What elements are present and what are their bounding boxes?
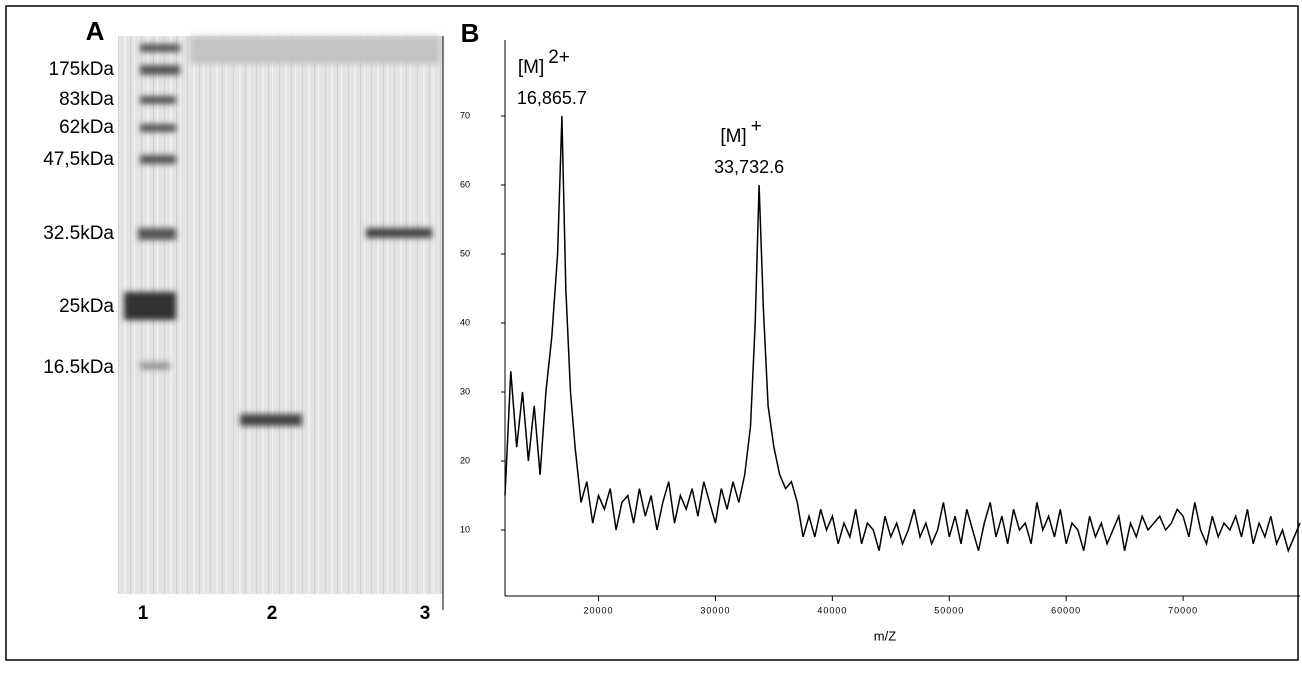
y-tick-label: 10 [460, 524, 470, 534]
lane-label: 3 [420, 603, 431, 624]
band [240, 414, 302, 426]
annotation-label: [M] 2+ [518, 47, 570, 78]
y-tick-label: 20 [460, 455, 470, 465]
gel-panel: A [86, 16, 444, 610]
x-tick-label: 30000 [700, 605, 730, 615]
ion-label: [M] [720, 126, 746, 147]
marker-label: 62kDa [59, 117, 114, 138]
marker-label: 16.5kDa [43, 357, 114, 378]
annotation-mass: 16,865.7 [517, 88, 587, 108]
well [190, 36, 440, 64]
frame [5, 5, 1299, 661]
band [366, 228, 432, 238]
ion-charge: + [751, 116, 762, 137]
annotation-mass: 33,732.6 [714, 157, 784, 177]
spectrum-panel: B m/Z [461, 18, 897, 644]
lane-label: 1 [138, 603, 149, 624]
x-axis-label: m/Z [874, 628, 896, 643]
marker-label: 47,5kDa [43, 149, 114, 170]
x-tick-label: 60000 [1051, 605, 1081, 615]
y-tick-label: 50 [460, 248, 470, 258]
x-tick-label: 70000 [1168, 605, 1198, 615]
annotation-label: [M] + [720, 116, 762, 147]
marker-label: 25kDa [59, 296, 114, 317]
marker-label: 175kDa [49, 59, 115, 80]
lane-label: 2 [267, 603, 278, 624]
panel-label: A [86, 16, 105, 46]
spectrum-line [504, 115, 1301, 553]
marker-label: 32.5kDa [43, 223, 114, 244]
panel-label: B [461, 18, 480, 48]
marker-label: 83kDa [59, 89, 114, 110]
marker-bands [124, 44, 180, 370]
x-tick-label: 40000 [817, 605, 847, 615]
x-tick-label: 50000 [934, 605, 964, 615]
y-tick-label: 60 [460, 179, 470, 189]
y-tick-label: 30 [460, 386, 470, 396]
ion-label: [M] [518, 57, 544, 78]
y-tick-label: 40 [460, 317, 470, 327]
x-tick-label: 20000 [584, 605, 614, 615]
y-tick-label: 70 [460, 110, 470, 120]
ion-charge: 2+ [548, 47, 570, 68]
